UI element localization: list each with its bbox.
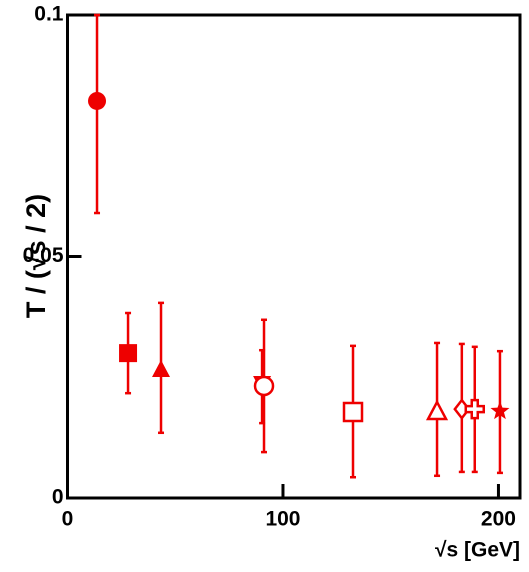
- marker: [253, 375, 275, 397]
- y-tick-label: 0.1: [34, 3, 64, 26]
- marker: [342, 401, 364, 423]
- y-tick-label: 0: [52, 486, 64, 509]
- x-axis-label: √s [GeV]: [435, 539, 520, 562]
- y-tick-label: 0.05: [23, 244, 64, 267]
- marker: [464, 398, 485, 420]
- marker: [152, 360, 171, 378]
- x-tick-label: 0: [62, 508, 74, 531]
- x-tick-label: 200: [481, 508, 516, 531]
- y-axis-label: T / (√s / 2): [21, 194, 51, 318]
- marker: [119, 344, 138, 363]
- marker: [88, 91, 107, 110]
- marker: [490, 401, 510, 420]
- plot-frame: [66, 13, 522, 500]
- x-tick-label: 100: [265, 508, 300, 531]
- marker: [425, 399, 449, 421]
